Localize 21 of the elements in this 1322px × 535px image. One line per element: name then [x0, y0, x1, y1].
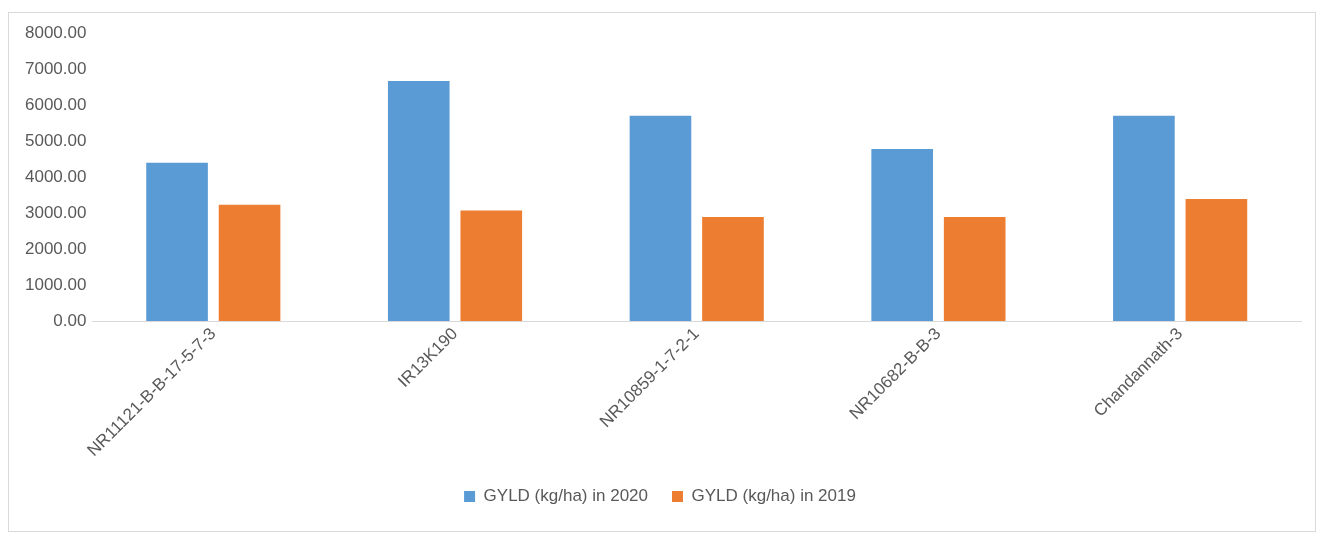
bar	[218, 204, 281, 322]
y-tick-label: 4000.00	[25, 166, 87, 186]
bar	[146, 162, 208, 322]
y-tick-label: 2000.00	[25, 238, 87, 258]
bar	[871, 148, 933, 322]
y-tick-label: 8000.00	[25, 22, 87, 42]
y-tick-label: 0.00	[53, 310, 87, 330]
y-tick-label: 3000.00	[25, 202, 87, 222]
y-tick-label: 1000.00	[25, 274, 87, 294]
bar	[460, 210, 523, 322]
bar	[387, 80, 450, 322]
bar	[943, 217, 1006, 322]
bar	[1185, 199, 1248, 322]
y-tick-label: 7000.00	[25, 58, 87, 78]
legend-label: GYLD (kg/ha) in 2019	[691, 486, 856, 506]
bar	[1113, 115, 1175, 322]
y-tick-label: 5000.00	[25, 130, 87, 150]
legend-label: GYLD (kg/ha) in 2020	[483, 486, 648, 506]
bar	[629, 115, 692, 322]
y-tick-label: 6000.00	[25, 94, 87, 114]
bar	[702, 217, 764, 322]
